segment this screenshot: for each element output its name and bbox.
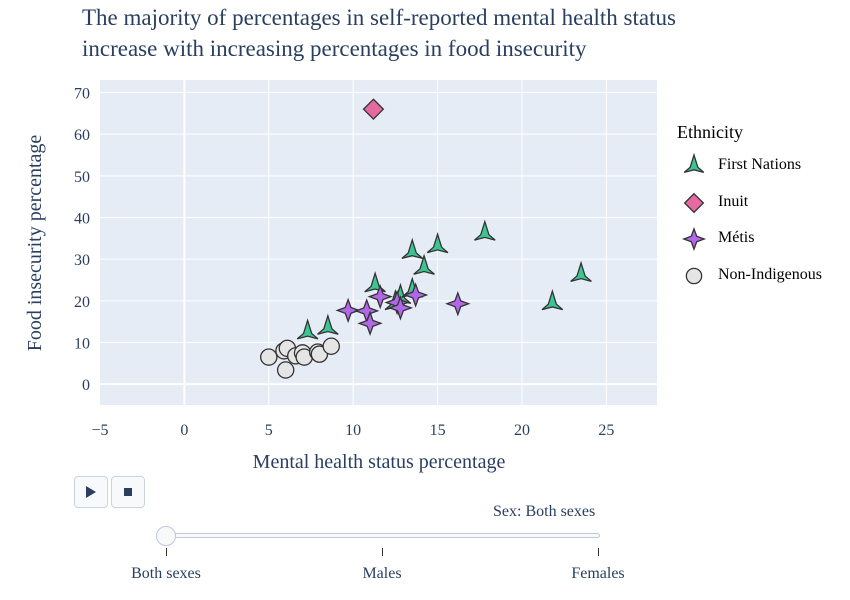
- y-axis-label: Food insecurity percentage: [24, 135, 46, 352]
- slider-handle[interactable]: [156, 526, 176, 546]
- legend-label: First Nations: [718, 156, 802, 174]
- data-point-inuit[interactable]: [362, 98, 385, 120]
- y-tick-label: 60: [74, 127, 90, 144]
- data-point-first-nations[interactable]: [317, 313, 339, 335]
- data-points[interactable]: [260, 98, 592, 379]
- y-tick-label: 10: [74, 336, 90, 353]
- legend-marker-icon: [683, 192, 705, 214]
- data-point-m-tis[interactable]: [335, 297, 361, 324]
- data-point-first-nations[interactable]: [401, 237, 424, 260]
- x-tick-label: 10: [345, 422, 361, 439]
- legend-title: Ethnicity: [677, 122, 743, 142]
- slider-current-prefix: Sex:: [493, 503, 526, 520]
- x-tick-label: 20: [514, 422, 530, 439]
- legend-marker-icon: [683, 153, 705, 174]
- legend: Ethnicity First Nations Inuit Métis Non-Ind…: [677, 122, 822, 293]
- stop-icon: [124, 488, 132, 496]
- x-tick-label: 15: [430, 422, 446, 439]
- slider-tick: [382, 548, 383, 556]
- legend-item[interactable]: Métis: [677, 220, 822, 257]
- legend-label: Non-Indigenous: [718, 265, 822, 283]
- legend-marker[interactable]: [683, 192, 705, 214]
- slider-track[interactable]: [166, 533, 600, 538]
- x-tick-label: 5: [265, 422, 273, 439]
- y-tick-label: 50: [74, 169, 90, 186]
- y-tick-label: 20: [74, 294, 90, 311]
- x-tick-label: −5: [91, 422, 108, 439]
- data-point-non-indigenous[interactable]: [260, 348, 278, 366]
- legend-marker[interactable]: [683, 153, 705, 174]
- legend-items: First Nations Inuit Métis Non-Indigenous: [677, 147, 822, 293]
- data-point-first-nations[interactable]: [364, 271, 386, 293]
- data-point-non-indigenous[interactable]: [276, 361, 295, 379]
- legend-label: Inuit: [718, 192, 749, 210]
- data-point-first-nations[interactable]: [570, 260, 592, 282]
- data-point-first-nations[interactable]: [413, 253, 435, 275]
- y-tick-label: 40: [74, 211, 90, 228]
- legend-item[interactable]: Non-Indigenous: [677, 257, 822, 294]
- legend-marker-icon: [681, 227, 707, 252]
- data-point-m-tis[interactable]: [384, 289, 410, 316]
- play-icon: [86, 486, 96, 498]
- slider-step-label[interactable]: Females: [571, 565, 625, 582]
- slider-tick: [598, 548, 599, 556]
- y-tick-label: 30: [74, 252, 90, 269]
- legend-label: Métis: [718, 229, 755, 247]
- y-tick-label: 0: [82, 377, 90, 394]
- legend-marker[interactable]: [685, 267, 703, 285]
- x-tick-label: 25: [598, 422, 614, 439]
- slider-current-value: Sex: Both sexes: [493, 503, 595, 521]
- data-point-m-tis[interactable]: [445, 291, 471, 317]
- legend-marker-icon: [685, 267, 703, 285]
- slider-current-step: Both sexes: [525, 503, 596, 520]
- legend-item[interactable]: Inuit: [677, 184, 822, 221]
- stop-button[interactable]: [111, 476, 145, 508]
- slider-step-label[interactable]: Males: [362, 565, 402, 582]
- data-point-non-indigenous[interactable]: [322, 337, 340, 355]
- x-axis-label: Mental health status percentage: [253, 451, 506, 473]
- chart-title: The majority of percentages in self-repo…: [82, 5, 676, 61]
- data-point-m-tis[interactable]: [402, 282, 429, 308]
- data-point-first-nations[interactable]: [426, 231, 449, 254]
- legend-item[interactable]: First Nations: [677, 147, 822, 184]
- tick-labels: −5 0 5 10 15 20 25 0 10 20 30 40 50 60 70: [74, 86, 614, 440]
- slider-tick: [166, 548, 167, 556]
- y-tick-label: 70: [74, 86, 90, 103]
- data-point-first-nations[interactable]: [541, 289, 564, 311]
- data-point-m-tis[interactable]: [367, 283, 393, 310]
- data-point-m-tis[interactable]: [387, 295, 414, 321]
- data-point-m-tis[interactable]: [357, 310, 383, 337]
- slider-step-label[interactable]: Both sexes: [131, 565, 201, 582]
- legend-marker[interactable]: [681, 227, 707, 252]
- data-point-first-nations[interactable]: [474, 219, 496, 241]
- data-point-first-nations[interactable]: [296, 318, 319, 340]
- play-button[interactable]: [74, 476, 108, 508]
- x-tick-label: 0: [180, 422, 188, 439]
